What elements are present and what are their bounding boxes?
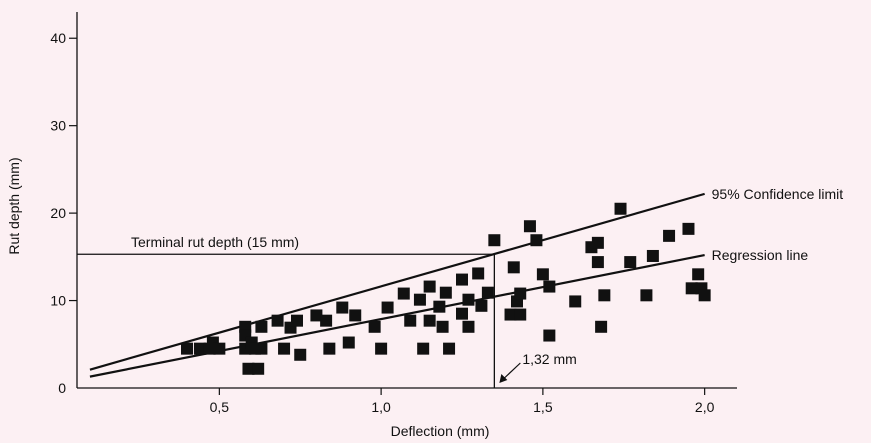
data-point	[569, 295, 582, 308]
data-point	[436, 320, 449, 333]
data-point	[472, 267, 485, 280]
data-point	[507, 261, 520, 274]
y-tick-label: 30	[50, 118, 66, 134]
data-point	[523, 220, 536, 233]
data-point	[692, 268, 705, 281]
data-point	[504, 308, 517, 321]
data-point	[514, 287, 527, 300]
regression-line	[89, 254, 705, 378]
intercept-label: 1,32 mm	[522, 351, 576, 367]
data-point	[462, 293, 475, 306]
data-point	[349, 309, 362, 322]
data-point	[462, 320, 475, 333]
data-point	[248, 342, 261, 355]
data-point	[242, 362, 255, 375]
axes	[76, 12, 737, 389]
intercept-arrow-head	[499, 374, 508, 383]
fit-lines: 95% Confidence limit Regression line	[89, 186, 844, 378]
data-point	[543, 280, 556, 293]
data-point	[423, 280, 436, 293]
data-point	[536, 268, 549, 281]
data-point	[417, 342, 430, 355]
data-point	[614, 202, 627, 215]
data-point	[663, 229, 676, 242]
data-point	[255, 342, 268, 355]
data-point	[640, 289, 653, 302]
data-point	[433, 300, 446, 313]
x-tick-label: 0,5	[210, 399, 230, 415]
data-point	[514, 308, 527, 321]
data-point	[323, 342, 336, 355]
data-point	[698, 289, 711, 302]
data-point	[682, 222, 695, 235]
data-points	[181, 202, 711, 375]
data-point	[591, 256, 604, 269]
data-point	[271, 314, 284, 327]
data-point	[255, 320, 268, 333]
data-point	[595, 320, 608, 333]
data-point	[488, 234, 501, 247]
data-point	[439, 286, 452, 299]
data-point	[368, 320, 381, 333]
axis-labels: Deflection (mm) Rut depth (mm)	[6, 157, 489, 439]
data-point	[423, 314, 436, 327]
annotations: Terminal rut depth (15 mm) 1,32 mm	[77, 234, 577, 388]
data-point	[481, 286, 494, 299]
ticks: 0,5 1,0 1,5 2,0 0 10 20 30 40	[50, 30, 714, 415]
data-point	[456, 307, 468, 320]
terminal-rut-depth-label: Terminal rut depth (15 mm)	[131, 234, 299, 250]
data-point	[543, 329, 556, 342]
data-point	[310, 309, 323, 322]
data-point	[443, 342, 456, 355]
intercept-arrow-line	[502, 362, 521, 380]
data-point	[624, 256, 637, 269]
data-point	[294, 348, 307, 361]
data-point	[278, 342, 291, 355]
data-point	[381, 301, 394, 314]
regression-line-label: Regression line	[712, 247, 809, 263]
data-point	[291, 314, 303, 327]
data-point	[252, 362, 265, 375]
x-tick-label: 1,0	[371, 399, 391, 415]
data-point	[685, 282, 698, 295]
data-point	[413, 293, 426, 306]
data-point	[193, 342, 206, 355]
x-tick-label: 1,5	[533, 399, 553, 415]
y-axis-label: Rut depth (mm)	[6, 157, 22, 254]
data-point	[646, 249, 659, 262]
data-point	[397, 287, 410, 300]
data-point	[245, 336, 258, 349]
data-point	[336, 301, 349, 314]
y-tick-label: 0	[58, 380, 66, 396]
y-tick-label: 10	[50, 293, 66, 309]
data-point	[404, 314, 417, 327]
data-point	[598, 289, 611, 302]
y-tick-label: 40	[50, 30, 66, 46]
data-point	[181, 342, 193, 355]
data-point	[591, 236, 604, 249]
data-point	[456, 273, 468, 286]
data-point	[530, 234, 543, 247]
x-tick-label: 2,0	[695, 399, 715, 415]
confidence-limit-line-label: 95% Confidence limit	[712, 186, 844, 202]
confidence-limit-line	[89, 192, 705, 371]
data-point	[342, 336, 355, 349]
data-point	[213, 342, 226, 355]
y-tick-label: 20	[50, 205, 66, 221]
x-axis-label: Deflection (mm)	[391, 423, 490, 439]
data-point	[320, 314, 333, 327]
data-point	[375, 342, 388, 355]
data-point	[475, 299, 488, 312]
